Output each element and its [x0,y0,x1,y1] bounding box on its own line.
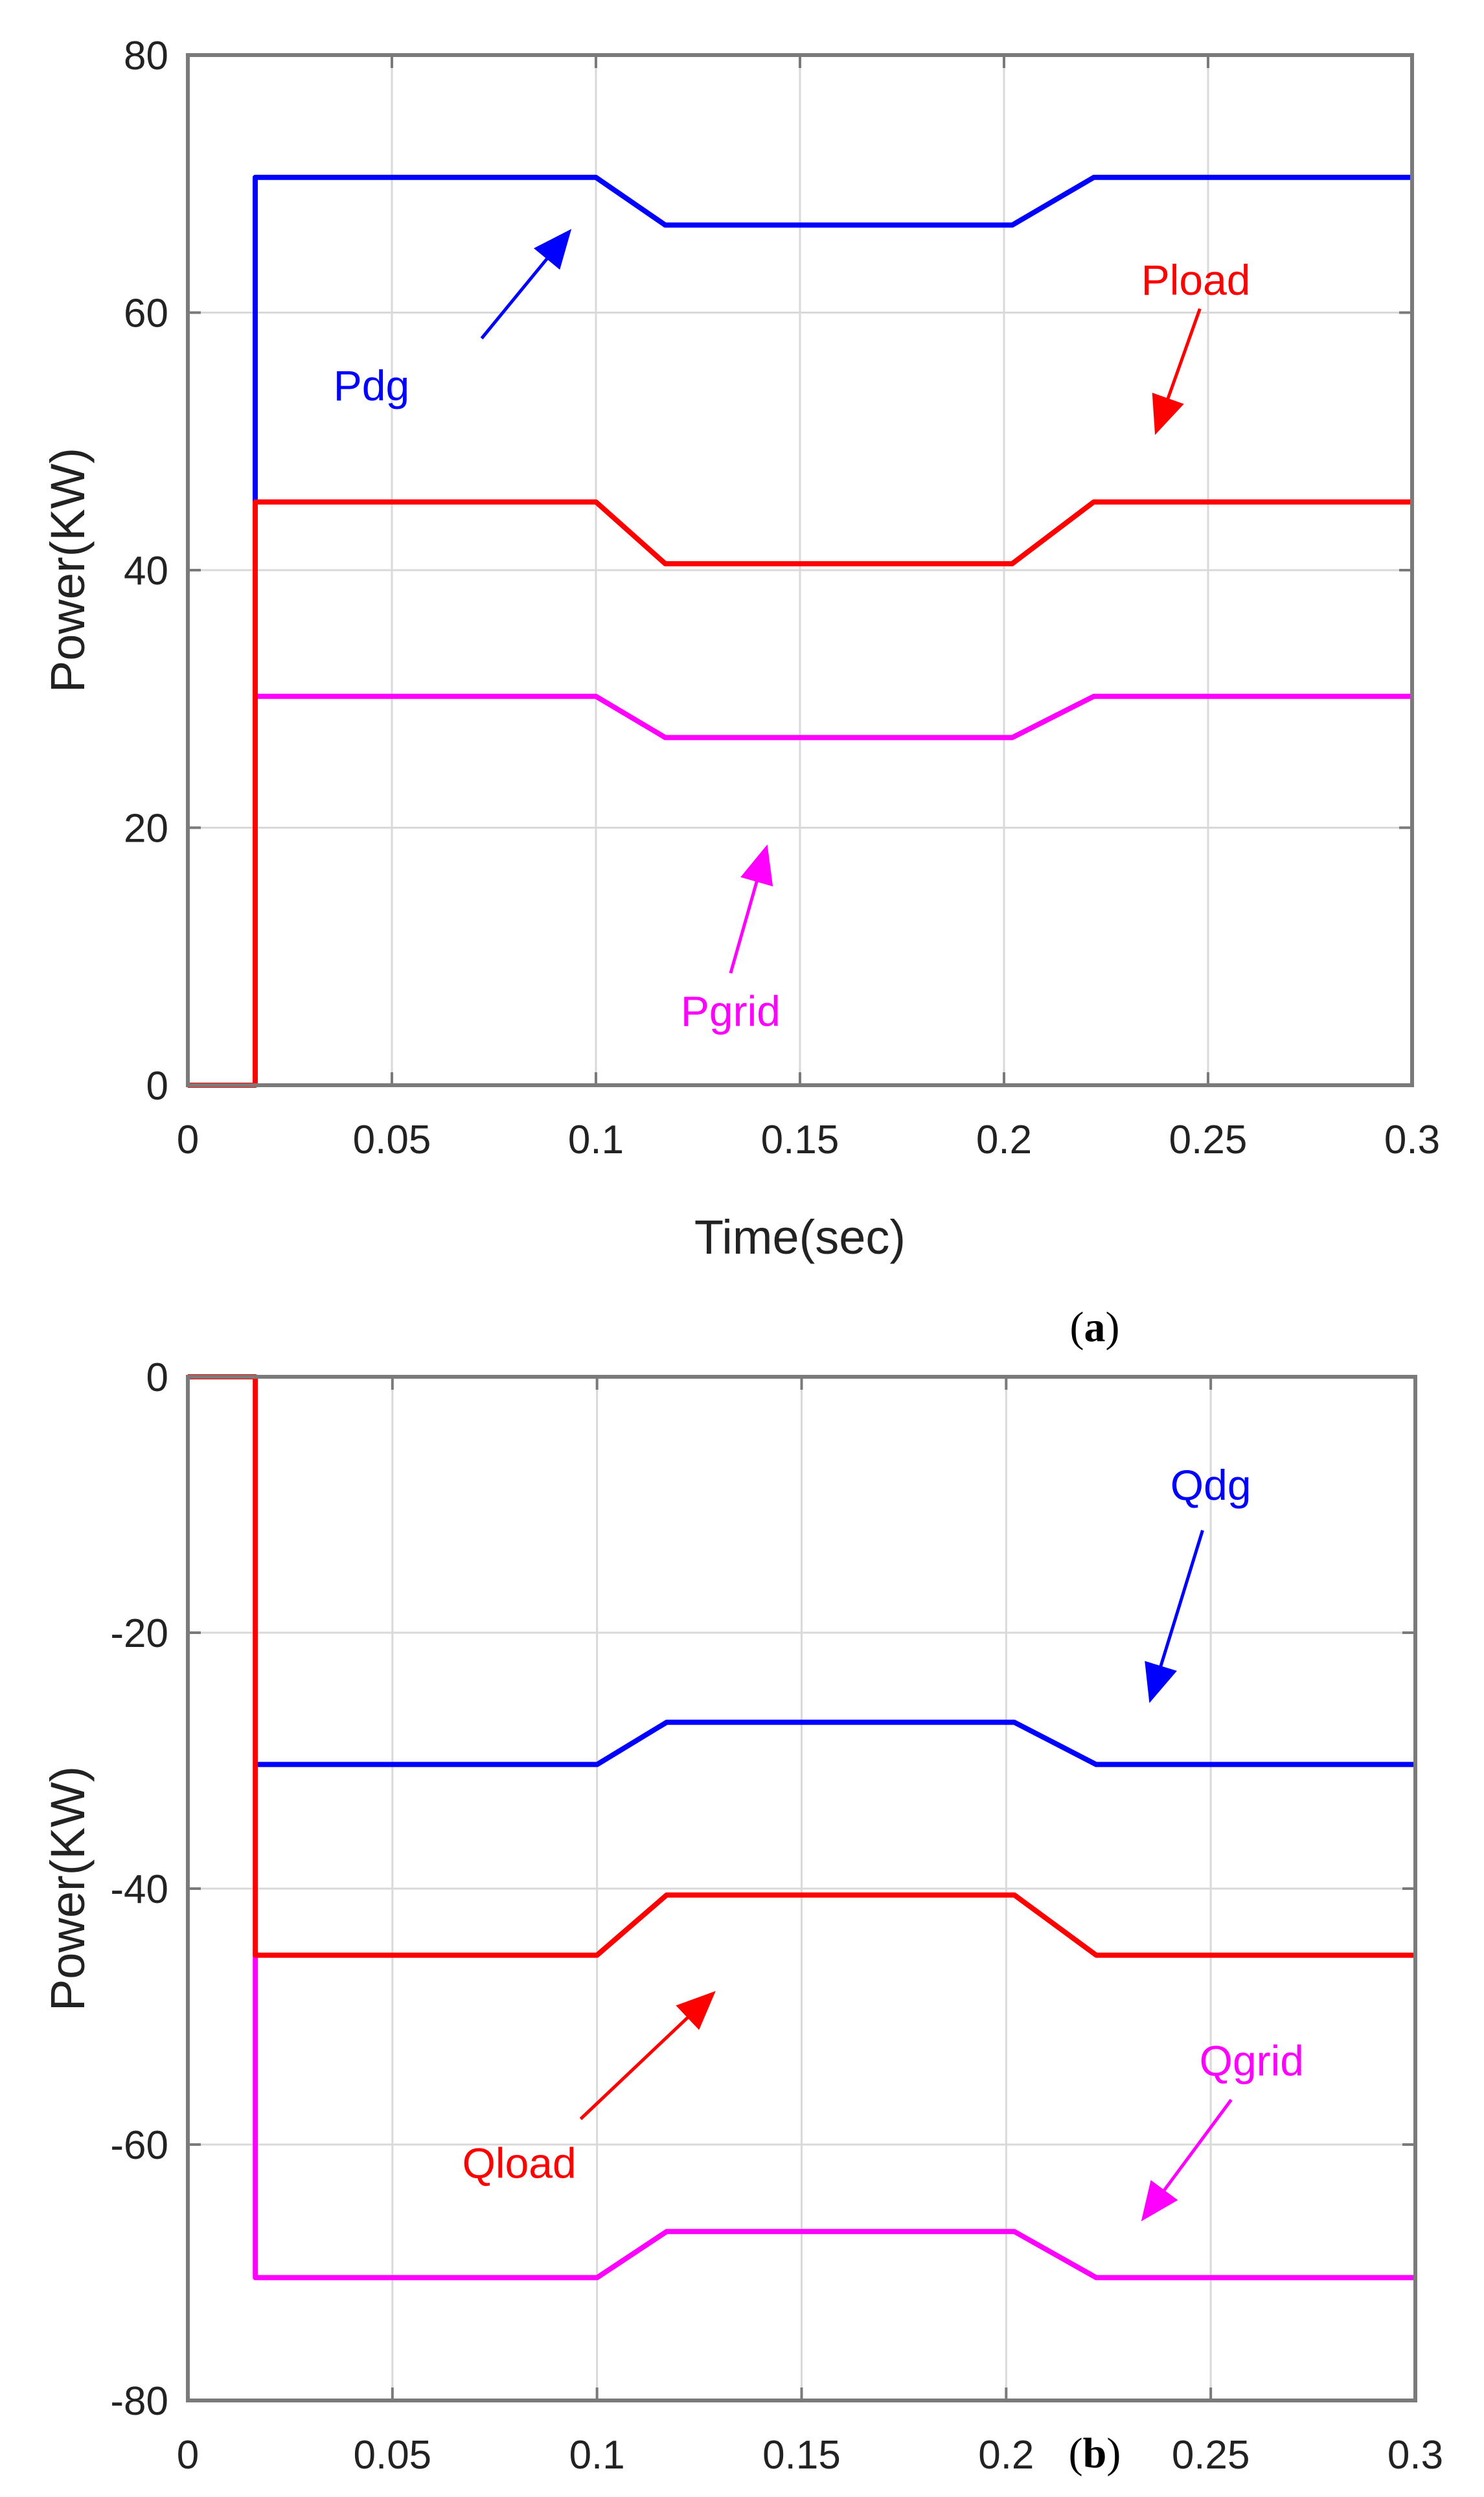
caption-open-paren: ( [1069,2430,1083,2477]
annotation-arrowhead-pdg [534,229,572,270]
y-axis-label: Power(KW) [41,1766,95,2011]
caption-close-paren: ) [1106,2430,1121,2477]
annotation-arrow-pdg [480,251,553,339]
y-tick-label: 0 [146,1355,168,1400]
series-line-qdg [255,1720,1415,1767]
annotation-arrowhead-pgrid [740,844,773,887]
x-axis-label: Time(sec) [694,1210,906,1264]
x-tick-label: 0.3 [1387,2433,1443,2478]
x-tick-label: 0 [177,2433,199,2478]
x-tick-label: 0.1 [568,1118,624,1162]
x-tick-label: 0.05 [353,1118,431,1162]
annotation-arrow-pgrid [729,873,760,974]
y-tick-label: 40 [124,549,168,593]
annotation-label-pdg: Pdg [334,362,409,409]
annotation-arrowhead-qdg [1145,1661,1177,1703]
y-tick-label: 80 [124,34,168,78]
x-tick-label: 0.05 [353,2433,431,2478]
caption-letter: b [1083,2430,1107,2477]
panel-caption: (b) [1069,2430,1121,2477]
x-tick-label: 0.2 [978,2433,1034,2478]
annotation-arrowhead-pload [1152,393,1184,435]
annotation-label-pgrid: Pgrid [681,987,781,1035]
series-line-qgrid [253,1952,1415,2281]
y-tick-label: 0 [146,1064,168,1109]
caption-open-paren: ( [1070,1304,1084,1351]
y-tick-label: -80 [110,2379,168,2424]
y-axis-label: Power(KW) [41,448,95,693]
annotation-arrow-qload [579,2011,694,2121]
y-tick-label: -40 [110,1867,168,1912]
y-tick-label: 20 [124,807,168,851]
annotation-arrowhead-qload [676,1991,716,2031]
annotation-label-qload: Qload [462,2139,576,2187]
annotation-arrow-pload [1163,308,1202,406]
annotation-label-qdg: Qdg [1170,1461,1251,1509]
annotation-arrowhead-qgrid [1141,2180,1178,2222]
x-tick-label: 0.25 [1172,2433,1250,2478]
series-line-pdg [253,174,1412,506]
annotation-label-pload: Pload [1141,256,1251,304]
x-tick-label: 0.15 [761,1118,839,1162]
caption-letter: a [1084,1304,1106,1351]
x-tick-label: 0 [177,1118,199,1162]
y-tick-label: 60 [124,292,168,336]
annotation-arrow-qgrid [1158,2099,1233,2198]
x-tick-label: 0.3 [1384,1118,1440,1162]
annotation-arrow-qdg [1157,1530,1204,1674]
panel-b: 00.050.10.150.20.250.30-20-40-60-80Time(… [41,1355,1443,2478]
panel-caption: (a) [1070,1304,1120,1351]
caption-close-paren: ) [1106,1304,1120,1351]
y-tick-label: -60 [110,2123,168,2168]
series-line-pload [188,499,1412,1088]
series-line-qload [188,1374,1415,1958]
y-tick-label: -20 [110,1611,168,1656]
x-tick-label: 0.25 [1169,1118,1248,1162]
annotation-label-qgrid: Qgrid [1200,2037,1304,2085]
x-tick-label: 0.15 [762,2433,841,2478]
panel-a: 0 0.05 0.1 0.15 0.2 0.25 0.3 0 20 40 60 80 Time(sec)… [41,34,1440,1351]
x-tick-label: 0.1 [569,2433,625,2478]
x-tick-label: 0.2 [976,1118,1032,1162]
